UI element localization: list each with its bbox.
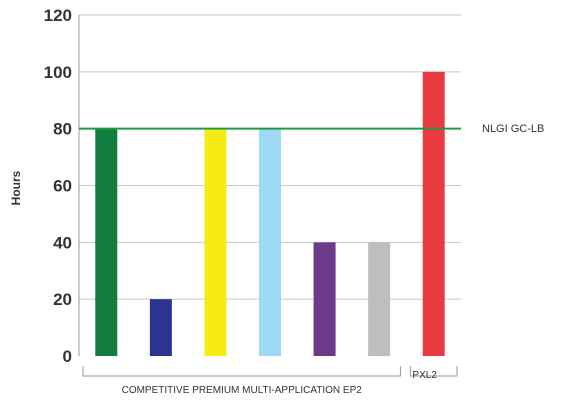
y-tick-label: 100 <box>44 63 72 82</box>
y-axis-label: Hours <box>9 170 23 205</box>
y-tick-label: 0 <box>63 347 72 366</box>
bar <box>313 242 336 356</box>
bar <box>259 128 281 356</box>
y-tick-labels: 0 20 40 60 80 100 120 <box>44 6 72 366</box>
y-tick-label: 40 <box>53 233 72 252</box>
bars <box>95 71 445 356</box>
bar <box>204 128 227 356</box>
group-label: PXL2 <box>412 370 437 381</box>
bar <box>95 128 118 356</box>
group-label: COMPETITIVE PREMIUM MULTI-APPLICATION EP… <box>122 385 363 396</box>
y-tick-label: 120 <box>44 6 72 25</box>
group-brackets: COMPETITIVE PREMIUM MULTI-APPLICATION EP… <box>82 366 458 396</box>
bar <box>368 242 391 356</box>
y-tick-label: 60 <box>53 177 72 196</box>
group-bracket <box>82 366 401 377</box>
y-tick-label: 80 <box>53 120 72 139</box>
group-bracket <box>409 366 458 377</box>
reference-line-label: NLGI GC-LB <box>482 123 544 135</box>
bar <box>422 71 445 356</box>
bar <box>149 299 172 356</box>
y-tick-label: 20 <box>53 290 72 309</box>
